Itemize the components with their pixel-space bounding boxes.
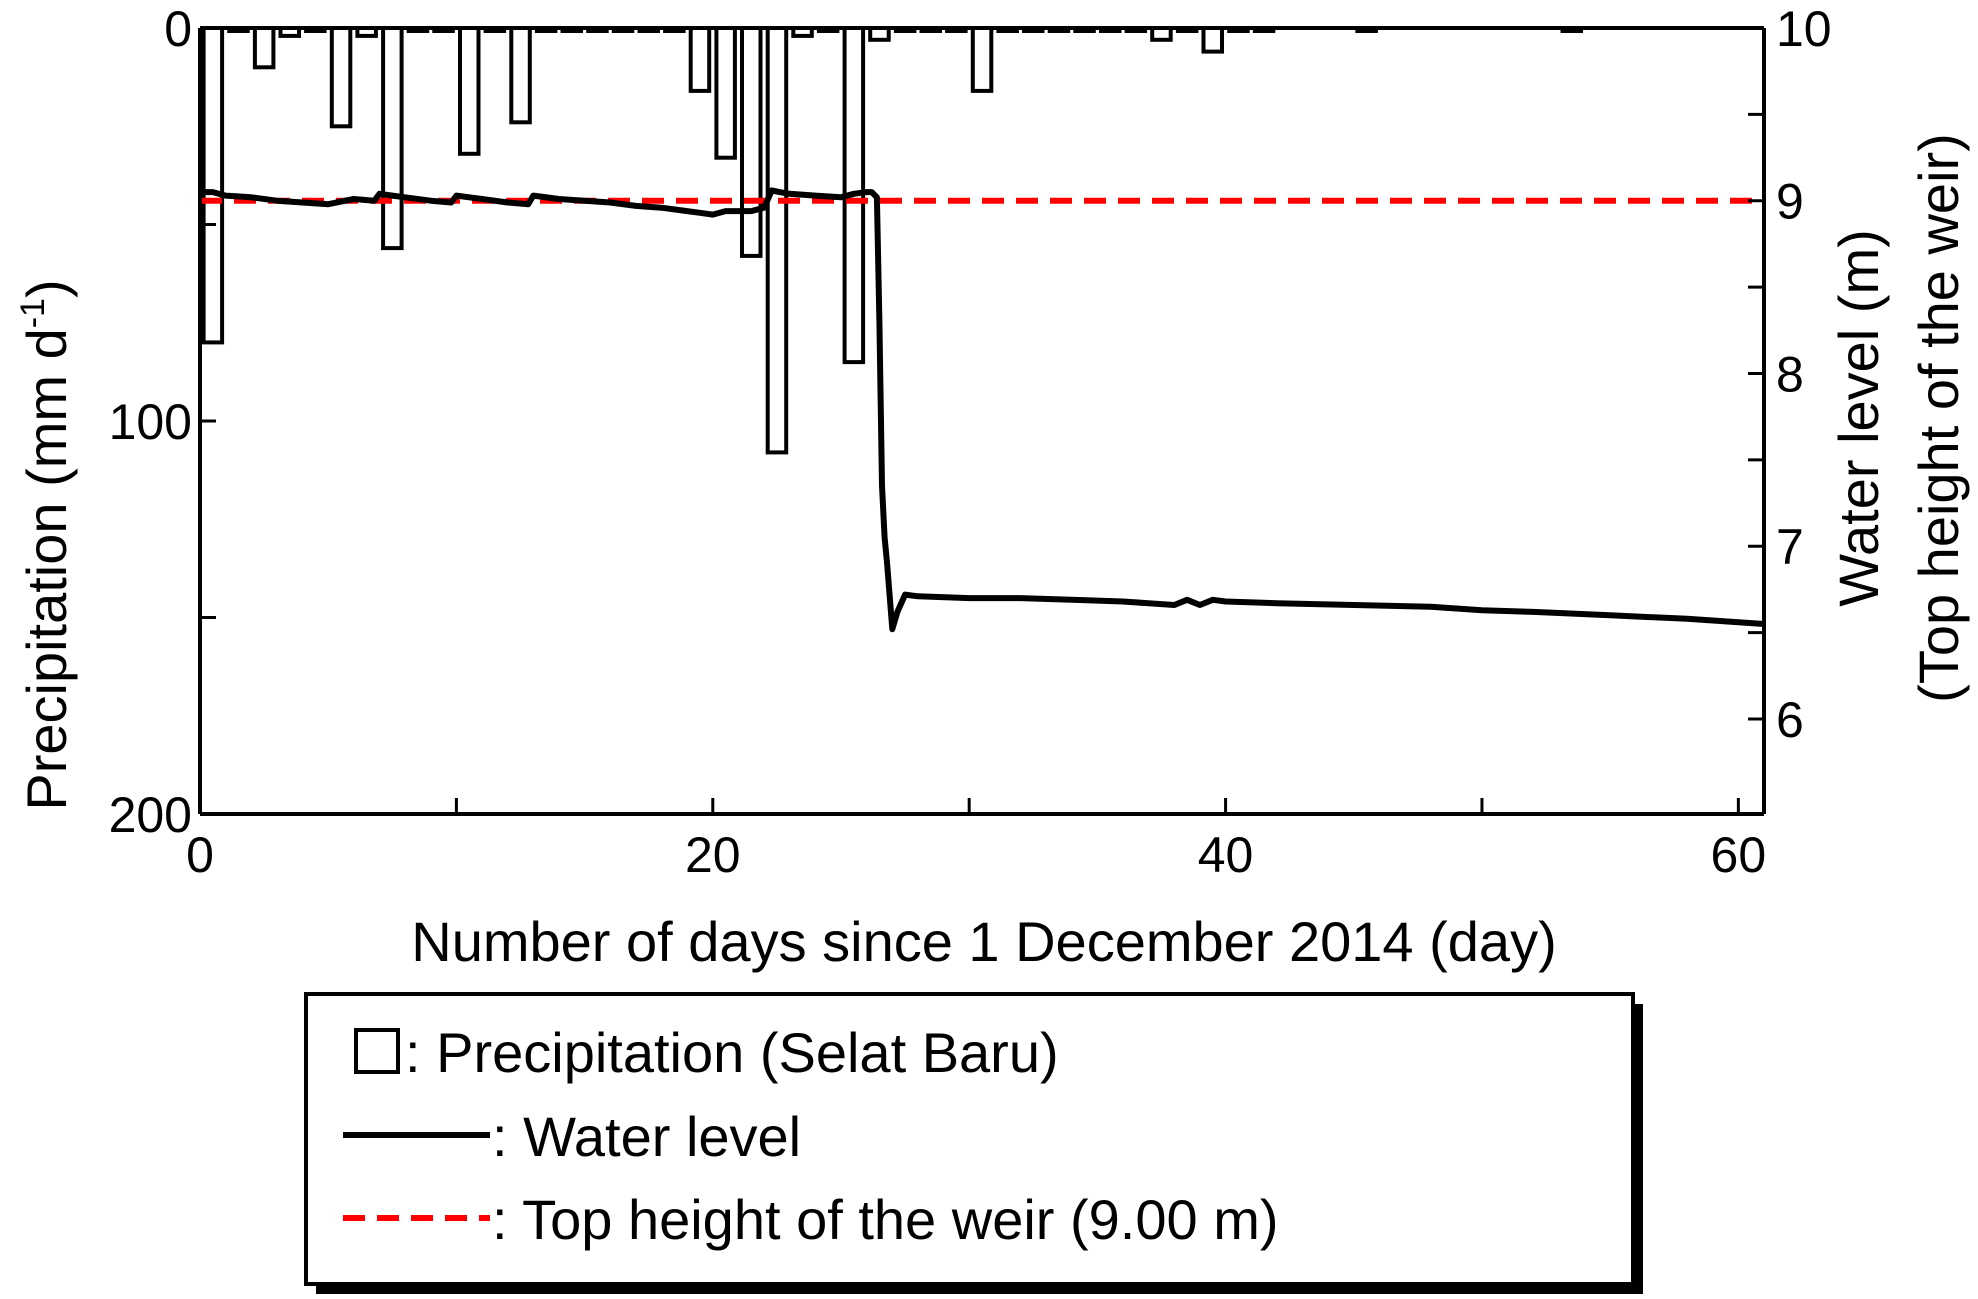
precipitation-bar xyxy=(970,26,994,93)
precipitation-bar xyxy=(381,26,404,251)
tick-labels: 0 20 40 60 0 100 200 6 7 8 9 10 xyxy=(109,1,1832,883)
precipitation-bar xyxy=(329,26,353,129)
water-level-line xyxy=(200,187,1765,633)
precipitation-bars xyxy=(201,26,1583,455)
precipitation-bar xyxy=(688,26,712,93)
left-tick-label: 200 xyxy=(109,787,192,843)
right-tick-label: 7 xyxy=(1776,519,1804,575)
precipitation-bar xyxy=(252,26,276,70)
right-axis-title-line2: (Top height of the weir) xyxy=(1907,133,1970,703)
legend: : Precipitation (Selat Baru) : Water lev… xyxy=(304,992,1643,1294)
legend-water-level-label: : Water level xyxy=(492,1105,801,1168)
left-axis-title-close: ) xyxy=(15,279,78,298)
axes xyxy=(198,26,1766,816)
legend-box xyxy=(304,992,1635,1286)
precipitation-bar xyxy=(458,26,481,156)
x-tick-label: 40 xyxy=(1198,827,1254,883)
precipitation-bar xyxy=(714,26,737,160)
x-tick-label: 20 xyxy=(685,827,741,883)
legend-precipitation-symbol xyxy=(354,1028,400,1074)
x-axis-title: Number of days since 1 December 2014 (da… xyxy=(411,910,1556,973)
left-axis-title-superscript: -1 xyxy=(14,298,52,328)
left-axis-title: Precipitation (mm d-1) xyxy=(14,279,78,810)
right-tick-label: 9 xyxy=(1776,174,1804,230)
left-axis-title-main: Precipitation (mm d xyxy=(15,328,78,810)
x-tick-label: 0 xyxy=(186,827,214,883)
precipitation-bar xyxy=(765,26,789,455)
precipitation-bar xyxy=(740,26,763,258)
legend-precipitation-label: : Precipitation (Selat Baru) xyxy=(405,1021,1059,1084)
right-tick-label: 6 xyxy=(1776,692,1804,748)
precipitation-bar xyxy=(1201,26,1224,54)
precipitation-bar xyxy=(509,26,532,125)
right-axis-title-line1: Water level (m) xyxy=(1827,229,1890,607)
water-level-line-group xyxy=(200,187,1765,633)
ticks xyxy=(198,26,1764,816)
left-tick-label: 100 xyxy=(109,394,192,450)
precipitation-bar xyxy=(201,26,225,345)
right-tick-label: 10 xyxy=(1776,1,1832,57)
right-tick-label: 8 xyxy=(1776,346,1804,402)
x-tick-label: 60 xyxy=(1711,827,1767,883)
legend-weir-label: : Top height of the weir (9.00 m) xyxy=(492,1188,1279,1251)
left-tick-label: 0 xyxy=(164,1,192,57)
